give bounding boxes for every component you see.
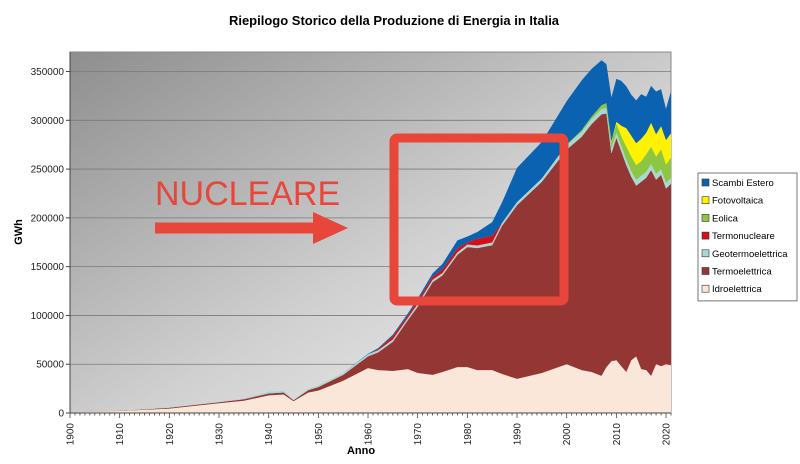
y-tick-label: 250000 [31, 165, 65, 176]
x-tick-label: 1980 [463, 423, 474, 446]
x-tick-label: 1960 [364, 423, 375, 446]
legend: Scambi Estero Fotovoltaica Eolica Termonucl… [697, 172, 798, 302]
annotation-text: NUCLEARE [155, 175, 340, 213]
y-tick-label: 100000 [31, 311, 65, 322]
legend-swatch [701, 231, 710, 240]
area-scambi-estero [70, 60, 671, 413]
area-termoelettrica [70, 113, 671, 413]
y-axis-ticks: 0 50000 100000 150000 200000 250000 300000 3500… [31, 52, 71, 420]
legend-label: Fotovoltaica [712, 196, 764, 207]
legend-swatch [701, 249, 710, 258]
legend-label: Geotermoelettrica [712, 249, 788, 260]
x-tick-label: 1900 [66, 423, 77, 446]
y-tick-label: 50000 [36, 360, 64, 371]
x-tick-label: 1930 [215, 423, 226, 446]
y-tick-label: 300000 [31, 116, 65, 127]
legend-label: Termonucleare [712, 231, 775, 242]
annotation-nuclear: NUCLEARE [155, 133, 569, 306]
x-tick-label: 1920 [165, 423, 176, 446]
x-tick-label: 2010 [612, 423, 623, 446]
area-series [70, 60, 671, 413]
legend-swatch [701, 178, 710, 187]
x-tick-label: 1910 [115, 423, 126, 446]
annotation-box [389, 133, 569, 306]
x-tick-label: 1990 [513, 423, 524, 446]
y-tick-label: 200000 [31, 213, 65, 224]
legend-label: Eolica [712, 213, 739, 224]
legend-label: Idroelettrica [712, 284, 762, 295]
legend-swatch [701, 267, 710, 275]
legend-label: Scambi Estero [712, 178, 774, 189]
legend-swatch [701, 214, 710, 222]
chart-title: Riepilogo Storico della Produzione di En… [229, 13, 560, 28]
x-tick-label: 1970 [413, 423, 424, 446]
y-tick-label: 0 [58, 409, 64, 420]
legend-label: Termoelettrica [712, 267, 772, 278]
x-axis-ticks: 1900 1910 1920 1930 1940 1950 1960 1970 1980 1990… [66, 412, 673, 446]
x-tick-label: 1940 [264, 423, 275, 446]
x-axis-label: Anno [347, 445, 375, 457]
legend-swatch [701, 284, 710, 293]
annotation-arrow-head [313, 212, 348, 244]
y-tick-label: 150000 [31, 262, 65, 273]
x-tick-label: 1950 [314, 423, 325, 446]
x-tick-label: 2000 [562, 423, 573, 446]
y-tick-label: 350000 [31, 67, 65, 78]
legend-swatch [701, 196, 710, 204]
legend-box [697, 172, 798, 302]
y-axis-label: GWh [13, 219, 25, 245]
x-tick-label: 2020 [662, 423, 673, 446]
area-idroelettrica [70, 356, 671, 413]
